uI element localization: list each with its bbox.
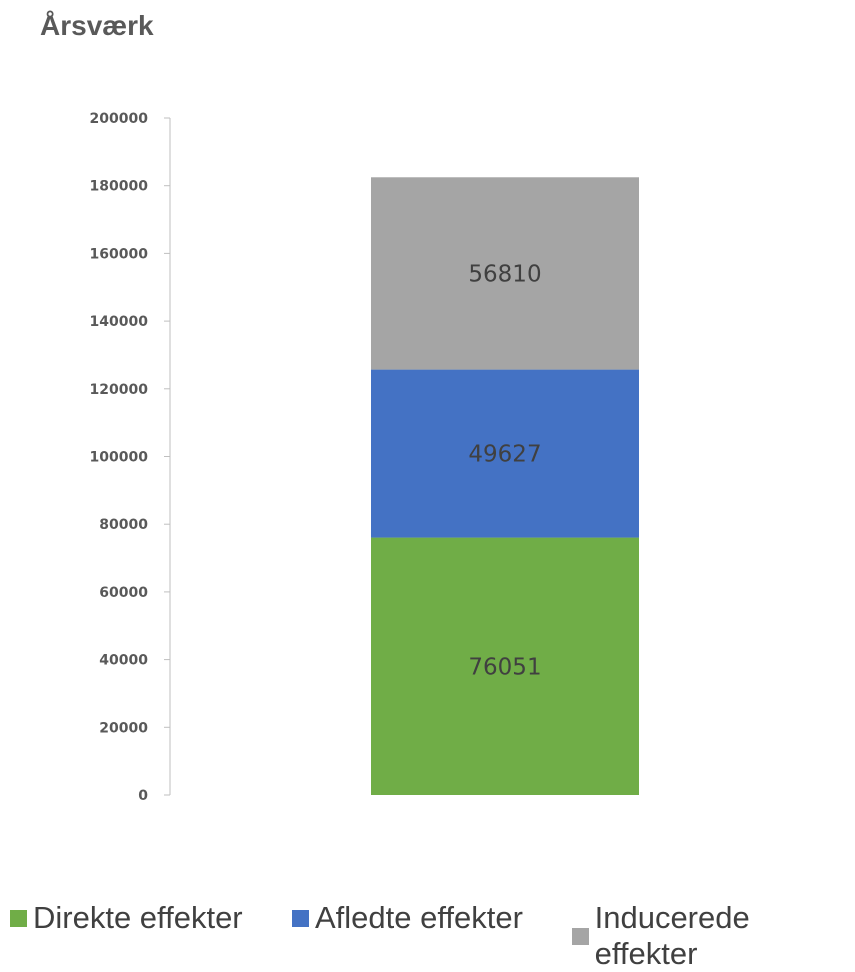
chart: Årsværk 0 20000 40000 60000 80000 100000 12000… [0,10,855,971]
legend: Direkte effekter Afledte effekter Induce… [0,896,855,971]
legend-item-inducerede: Inducerede effekter [572,900,855,972]
y-tick-label: 20000 [99,720,148,736]
y-tick-label: 160000 [90,246,149,262]
plot-area: 0 20000 40000 60000 80000 100000 120000 140000 1… [90,111,639,804]
bar-segment-2 [371,369,639,538]
legend-swatch [292,909,309,927]
data-label: 56810 [468,261,541,287]
y-tick-label: 80000 [99,517,148,533]
legend-swatch [10,909,27,927]
y-tick-label: 100000 [90,450,149,466]
data-label: 76051 [468,654,541,680]
y-tick-label: 0 [138,788,148,804]
y-tick-label: 40000 [99,653,148,669]
y-tick-label: 200000 [90,111,149,127]
bar-segment-1 [371,537,639,795]
legend-label: Inducerede effekter [594,900,750,971]
legend-item-direkte: Direkte effekter [10,900,243,936]
legend-item-afledte: Afledte effekter [292,900,523,936]
legend-swatch [572,927,589,945]
chart-title: Årsværk [40,10,154,41]
y-tick-label: 60000 [99,585,148,601]
data-label: 49627 [468,442,541,468]
legend-label: Direkte effekter [33,900,243,935]
y-tick-label: 140000 [90,314,149,330]
y-tick-label: 120000 [90,382,149,398]
bar-segment-3 [371,177,639,370]
y-tick-label: 180000 [90,179,149,195]
legend-label: Afledte effekter [315,900,523,935]
